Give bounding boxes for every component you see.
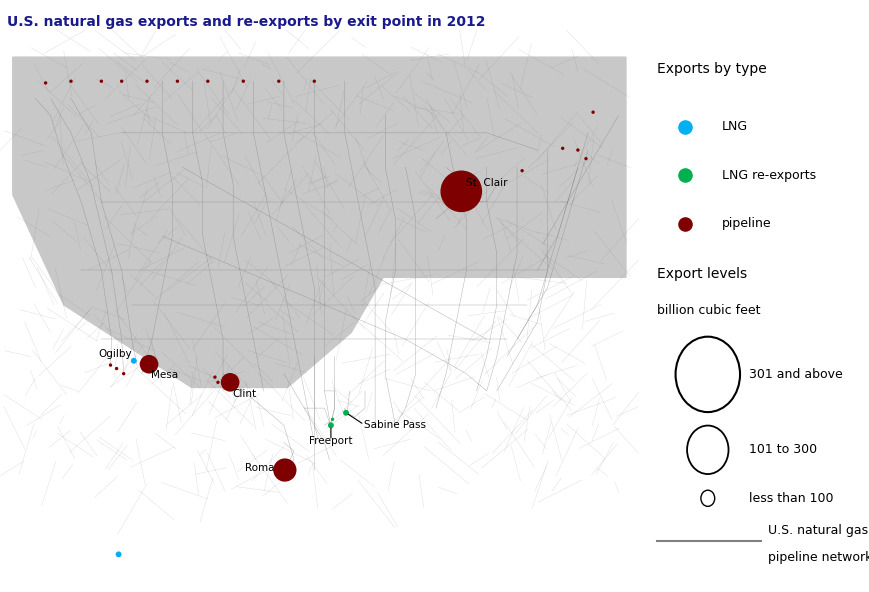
Point: [515, 166, 529, 175]
Text: U.S. natural gas exports and re-exports by exit point in 2012: U.S. natural gas exports and re-exports …: [7, 15, 486, 29]
Point: [170, 76, 184, 86]
Text: St. Clair: St. Clair: [467, 178, 507, 188]
Point: [64, 76, 78, 86]
Text: 101 to 300: 101 to 300: [749, 443, 818, 456]
Point: [140, 76, 154, 86]
Text: Roma: Roma: [245, 464, 275, 474]
Point: [579, 154, 593, 163]
Point: [571, 145, 585, 155]
Text: less than 100: less than 100: [749, 492, 833, 505]
Point: [587, 107, 600, 117]
Point: [454, 186, 468, 196]
Point: [143, 359, 156, 369]
Point: [272, 76, 286, 86]
Point: [208, 372, 222, 382]
Point: [339, 408, 353, 417]
Point: [39, 78, 53, 88]
Point: [103, 361, 117, 370]
Text: Freeport: Freeport: [309, 436, 353, 446]
Point: [112, 549, 126, 559]
Point: [308, 76, 322, 86]
Text: Clint: Clint: [232, 390, 256, 400]
Point: [127, 356, 141, 365]
Point: [278, 465, 292, 475]
Point: [324, 420, 338, 430]
Text: LNG re-exports: LNG re-exports: [721, 169, 816, 182]
Text: pipeline network: pipeline network: [767, 551, 869, 564]
Point: [236, 76, 250, 86]
Point: [326, 414, 340, 424]
Text: LNG: LNG: [721, 120, 747, 133]
Text: Export levels: Export levels: [657, 266, 747, 281]
Point: [211, 378, 225, 387]
Text: Ogilby: Ogilby: [98, 349, 132, 359]
Point: [95, 76, 109, 86]
Point: [201, 76, 215, 86]
Text: Sabine Pass: Sabine Pass: [364, 420, 427, 430]
Point: [109, 364, 123, 374]
Point: [115, 76, 129, 86]
Text: U.S. natural gas: U.S. natural gas: [767, 524, 868, 537]
Text: billion cubic feet: billion cubic feet: [657, 304, 760, 317]
Text: 301 and above: 301 and above: [749, 368, 843, 381]
Point: [678, 219, 692, 229]
Point: [116, 369, 130, 378]
Point: [678, 122, 692, 131]
Point: [678, 170, 692, 180]
Text: pipeline: pipeline: [721, 217, 772, 230]
Polygon shape: [13, 57, 626, 387]
Text: Mesa: Mesa: [151, 369, 178, 379]
Point: [223, 378, 237, 387]
Text: Exports by type: Exports by type: [657, 62, 766, 76]
Point: [556, 144, 570, 153]
